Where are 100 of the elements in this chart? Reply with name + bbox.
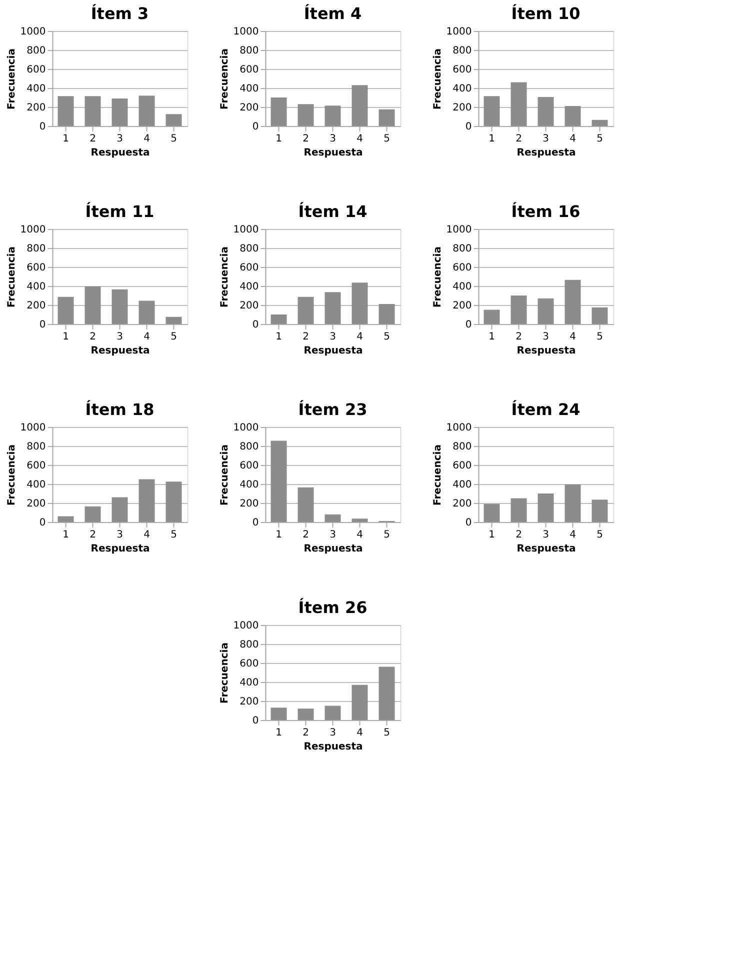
- bar: [378, 666, 395, 720]
- y-tick-label: 1000: [233, 26, 259, 38]
- x-tick-label: 5: [170, 530, 177, 540]
- y-tick-label: 600: [26, 64, 46, 76]
- bar: [352, 684, 368, 720]
- bar: [112, 98, 128, 126]
- y-tick-label: 0: [39, 320, 46, 330]
- y-tick-label: 600: [452, 262, 472, 274]
- bar: [324, 706, 341, 720]
- bar: [138, 96, 155, 126]
- y-tick-label: 400: [240, 678, 259, 688]
- x-tick-label: 5: [596, 332, 603, 342]
- x-tick-label: 1: [62, 134, 69, 144]
- y-tick-label: 800: [26, 46, 46, 56]
- y-tick-label: 1000: [446, 422, 472, 434]
- x-axis-title: Respuesta: [516, 346, 576, 356]
- bar: [138, 479, 155, 522]
- x-tick-label: 4: [144, 530, 150, 540]
- x-axis-title: Respuesta: [304, 742, 363, 752]
- bar: [352, 282, 368, 324]
- bar: [112, 289, 128, 324]
- x-tick-label: 1: [276, 530, 282, 540]
- x-axis-title: Respuesta: [90, 148, 150, 158]
- y-tick-label: 200: [240, 498, 259, 510]
- x-tick-label: 3: [116, 530, 123, 540]
- chart-title: Ítem 24: [511, 400, 580, 419]
- bar: [592, 307, 608, 324]
- x-tick-label: 2: [302, 530, 309, 540]
- bar: [58, 96, 74, 126]
- chart-title: Ítem 10: [511, 4, 580, 23]
- bar: [324, 514, 341, 522]
- y-tick-label: 200: [240, 300, 259, 312]
- bar: [84, 506, 101, 522]
- y-tick-label: 400: [240, 480, 259, 490]
- y-tick-label: 400: [26, 84, 46, 94]
- y-tick-label: 1000: [233, 422, 259, 434]
- y-tick-label: 800: [452, 442, 472, 452]
- y-tick-label: 200: [240, 102, 259, 114]
- chart-title: Ítem 23: [298, 400, 368, 419]
- bar: [270, 708, 287, 720]
- y-tick-label: 800: [240, 244, 259, 254]
- chart-title: Ítem 4: [304, 4, 362, 23]
- bar: [564, 280, 581, 324]
- y-tick-label: 800: [26, 244, 46, 254]
- bar: [352, 85, 368, 126]
- x-tick-label: 2: [90, 332, 96, 342]
- x-tick-label: 4: [356, 530, 363, 540]
- x-tick-label: 5: [170, 134, 177, 144]
- y-tick-label: 1000: [446, 26, 472, 38]
- x-tick-label: 4: [144, 134, 150, 144]
- bar: [484, 96, 500, 126]
- bar: [378, 304, 395, 324]
- y-tick-label: 600: [240, 262, 259, 274]
- bar: [166, 114, 182, 126]
- y-tick-label: 600: [240, 460, 259, 472]
- x-tick-label: 4: [356, 134, 363, 144]
- x-tick-label: 3: [542, 530, 549, 540]
- x-tick-label: 2: [302, 728, 309, 738]
- x-axis-title: Respuesta: [516, 544, 576, 554]
- x-tick-label: 3: [330, 134, 336, 144]
- x-tick-label: 3: [330, 332, 336, 342]
- x-tick-label: 1: [488, 332, 495, 342]
- x-tick-label: 1: [276, 728, 282, 738]
- x-tick-label: 1: [488, 134, 495, 144]
- y-tick-label: 1000: [233, 224, 259, 236]
- y-tick-label: 600: [26, 460, 46, 472]
- bar: [298, 104, 314, 126]
- x-tick-label: 5: [384, 530, 390, 540]
- bar: [270, 440, 287, 522]
- y-axis-title: Frecuencia: [6, 48, 18, 110]
- x-tick-label: 3: [116, 134, 123, 144]
- y-tick-label: 0: [252, 320, 259, 330]
- y-tick-label: 400: [452, 480, 472, 490]
- bar: [324, 106, 341, 126]
- x-tick-label: 3: [116, 332, 123, 342]
- chart-title: Ítem 26: [298, 598, 368, 617]
- y-axis-title: Frecuencia: [432, 246, 444, 308]
- bar: [564, 106, 581, 126]
- bar: [484, 310, 500, 324]
- y-tick-label: 600: [240, 658, 259, 670]
- x-tick-label: 2: [516, 134, 522, 144]
- y-tick-label: 1000: [446, 224, 472, 236]
- y-tick-label: 200: [26, 498, 46, 510]
- bar: [378, 109, 395, 126]
- x-tick-label: 4: [356, 332, 363, 342]
- bar: [538, 494, 554, 522]
- x-tick-label: 2: [90, 530, 96, 540]
- x-tick-label: 5: [170, 332, 177, 342]
- x-axis-title: Respuesta: [90, 346, 150, 356]
- x-tick-label: 5: [384, 728, 390, 738]
- x-tick-label: 5: [384, 332, 390, 342]
- y-tick-label: 200: [26, 102, 46, 114]
- x-tick-label: 1: [276, 332, 282, 342]
- bar: [510, 498, 527, 522]
- x-tick-label: 3: [330, 728, 336, 738]
- y-tick-label: 600: [240, 64, 259, 76]
- bar: [58, 296, 74, 324]
- y-axis-title: Frecuencia: [6, 246, 18, 308]
- bar: [84, 96, 101, 126]
- y-tick-label: 400: [452, 282, 472, 292]
